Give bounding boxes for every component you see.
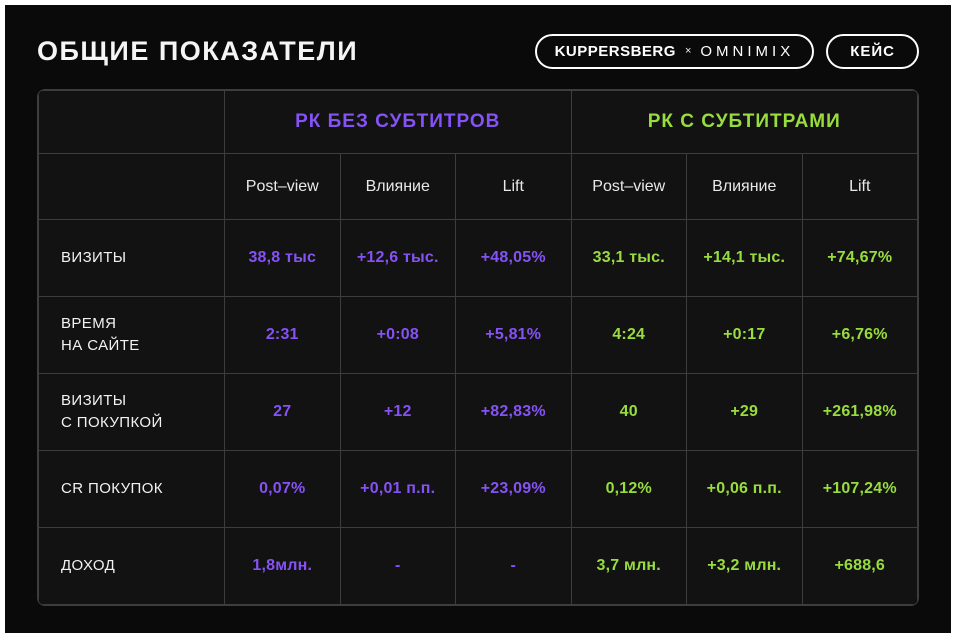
case-badge: КЕЙС bbox=[826, 33, 919, 69]
row-label: ДОХОД bbox=[38, 527, 225, 605]
cell: +0,06 п.п. bbox=[686, 450, 803, 528]
col-postview-right: Post–view bbox=[570, 153, 687, 220]
cell: 33,1 тыс. bbox=[570, 219, 687, 297]
metrics-table: РК БЕЗ СУБТИТРОВ РК С СУБТИТРАМИ Post–vi… bbox=[38, 90, 918, 605]
row-label: ВИЗИТЫ С ПОКУПКОЙ bbox=[38, 373, 225, 451]
row-label: CR ПОКУПОК bbox=[38, 450, 225, 528]
cell: 0,12% bbox=[570, 450, 687, 528]
cell: 1,8млн. bbox=[224, 527, 341, 605]
cell: - bbox=[339, 527, 456, 605]
table-row-time-on-site: ВРЕМЯ НА САЙТЕ 2:31 +0:08 +5,81% 4:24 +0… bbox=[38, 296, 918, 374]
brand-name: KUPPERSBERG bbox=[554, 42, 676, 60]
col-lift-left: Lift bbox=[455, 153, 572, 220]
row-label: ВРЕМЯ НА САЙТЕ bbox=[38, 296, 225, 374]
cell: +107,24% bbox=[801, 450, 918, 528]
col-postview-left: Post–view bbox=[224, 153, 341, 220]
cell: 4:24 bbox=[570, 296, 687, 374]
table-row-cr-purchases: CR ПОКУПОК 0,07% +0,01 п.п. +23,09% 0,12… bbox=[38, 450, 918, 528]
cell: 2:31 bbox=[224, 296, 341, 374]
cell: 38,8 тыс bbox=[224, 219, 341, 297]
row-label: ВИЗИТЫ bbox=[38, 219, 225, 297]
cell: +82,83% bbox=[455, 373, 572, 451]
subheader-row: Post–view Влияние Lift Post–view Влияние… bbox=[38, 153, 918, 220]
cell: +688,6 bbox=[801, 527, 918, 605]
slide: ОБЩИЕ ПОКАЗАТЕЛИ KUPPERSBERG × OMNIMIX К… bbox=[5, 5, 951, 633]
cell: - bbox=[455, 527, 572, 605]
col-lift-right: Lift bbox=[801, 153, 918, 220]
cell: +48,05% bbox=[455, 219, 572, 297]
group-header-row: РК БЕЗ СУБТИТРОВ РК С СУБТИТРАМИ bbox=[38, 90, 918, 154]
table-row-visits: ВИЗИТЫ 38,8 тыс +12,6 тыс. +48,05% 33,1 … bbox=[38, 219, 918, 297]
cell: 27 bbox=[224, 373, 341, 451]
partner-name: OMNIMIX bbox=[700, 42, 795, 60]
cell: +0:08 bbox=[339, 296, 456, 374]
corner-cell-2 bbox=[38, 153, 225, 220]
metrics-table-container: РК БЕЗ СУБТИТРОВ РК С СУБТИТРАМИ Post–vi… bbox=[37, 89, 919, 606]
col-influence-left: Влияние bbox=[339, 153, 456, 220]
cell: +14,1 тыс. bbox=[686, 219, 803, 297]
cell: +12 bbox=[339, 373, 456, 451]
corner-cell bbox=[38, 90, 225, 154]
page-title: ОБЩИЕ ПОКАЗАТЕЛИ bbox=[37, 35, 359, 66]
brand-badge: KUPPERSBERG × OMNIMIX bbox=[534, 33, 815, 69]
cell: +5,81% bbox=[455, 296, 572, 374]
cell: +6,76% bbox=[801, 296, 918, 374]
top-bar: ОБЩИЕ ПОКАЗАТЕЛИ KUPPERSBERG × OMNIMIX К… bbox=[37, 29, 919, 73]
group-with-subtitles: РК С СУБТИТРАМИ bbox=[570, 90, 918, 154]
cell: 0,07% bbox=[224, 450, 341, 528]
cell: +3,2 млн. bbox=[686, 527, 803, 605]
brand-separator: × bbox=[684, 45, 692, 57]
cell: +23,09% bbox=[455, 450, 572, 528]
cell: +0,01 п.п. bbox=[339, 450, 456, 528]
cell: +74,67% bbox=[801, 219, 918, 297]
badges: KUPPERSBERG × OMNIMIX КЕЙС bbox=[534, 33, 919, 69]
cell: +29 bbox=[686, 373, 803, 451]
cell: +12,6 тыс. bbox=[339, 219, 456, 297]
table-row-visits-with-purchase: ВИЗИТЫ С ПОКУПКОЙ 27 +12 +82,83% 40 +29 … bbox=[38, 373, 918, 451]
cell: +0:17 bbox=[686, 296, 803, 374]
col-influence-right: Влияние bbox=[686, 153, 803, 220]
group-no-subtitles: РК БЕЗ СУБТИТРОВ bbox=[224, 90, 572, 154]
cell: +261,98% bbox=[801, 373, 918, 451]
table-row-revenue: ДОХОД 1,8млн. - - 3,7 млн. +3,2 млн. +68… bbox=[38, 527, 918, 605]
cell: 3,7 млн. bbox=[570, 527, 687, 605]
cell: 40 bbox=[570, 373, 687, 451]
